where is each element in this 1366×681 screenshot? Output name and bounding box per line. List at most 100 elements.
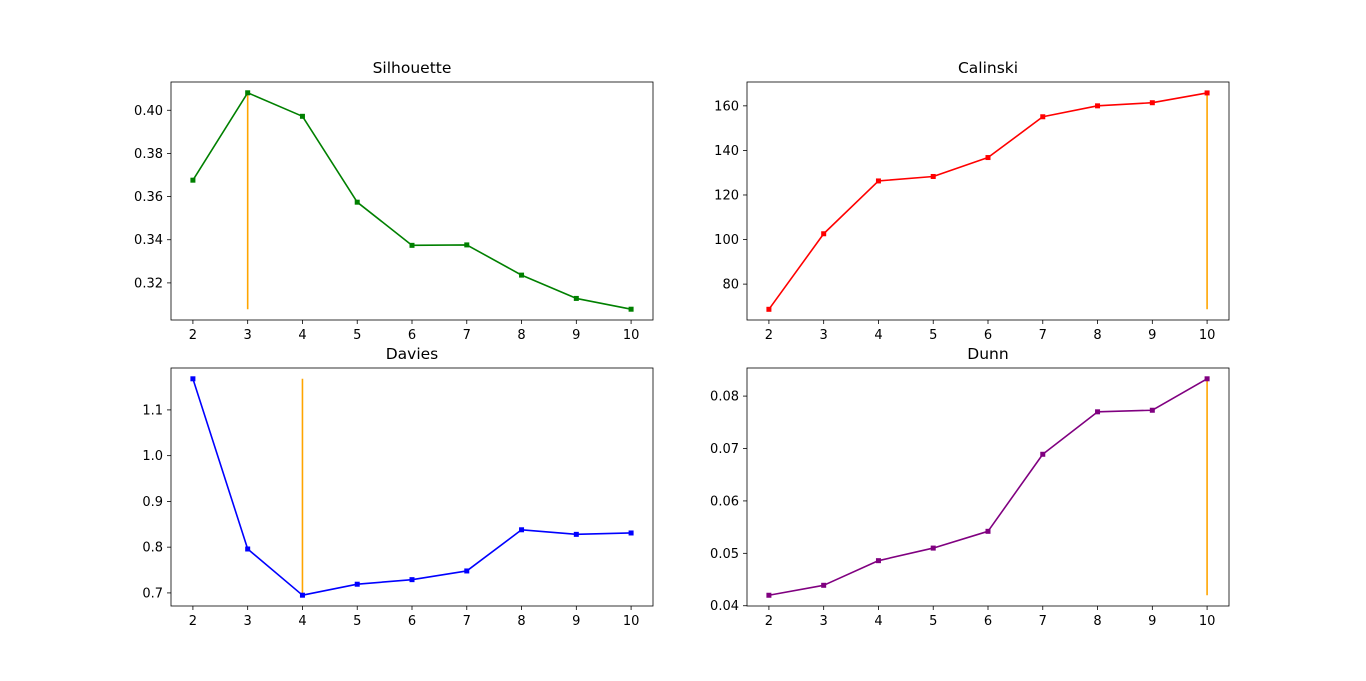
x-tick-label: 7 [463, 614, 471, 629]
axes-frame [170, 81, 654, 321]
x-tick-label: 8 [1093, 614, 1101, 629]
data-point [1149, 100, 1155, 106]
series-line [768, 92, 1208, 310]
chart-title: Calinski [958, 59, 1018, 77]
data-point [464, 242, 470, 248]
data-point [875, 558, 881, 564]
x-tick-label: 5 [353, 614, 361, 629]
x-tick-label: 5 [929, 614, 937, 629]
x-tick-label: 4 [874, 328, 882, 343]
data-point [930, 173, 936, 179]
x-tick-label: 3 [820, 328, 828, 343]
data-point [409, 242, 415, 248]
y-tick-label: 0.40 [134, 104, 163, 119]
x-tick-label: 3 [820, 614, 828, 629]
x-tick-label: 2 [189, 614, 197, 629]
data-point [1204, 376, 1210, 382]
y-tick-label: 0.32 [134, 276, 163, 291]
x-tick-label: 6 [408, 328, 416, 343]
y-tick-label: 80 [722, 278, 739, 293]
data-point [354, 199, 360, 205]
x-tick-label: 4 [298, 614, 306, 629]
y-tick-label: 120 [714, 188, 739, 203]
data-point [519, 527, 525, 533]
y-tick-label: 0.06 [710, 494, 739, 509]
data-point [1095, 103, 1101, 109]
chart-title: Silhouette [373, 59, 452, 77]
x-tick-label: 8 [517, 614, 525, 629]
data-point [1204, 90, 1210, 96]
x-tick-label: 3 [244, 614, 252, 629]
x-tick-label: 4 [874, 614, 882, 629]
y-tick-label: 0.9 [142, 495, 163, 510]
data-point [821, 231, 827, 237]
y-tick-label: 0.08 [710, 390, 739, 405]
data-point [190, 376, 196, 382]
y-tick-label: 0.05 [710, 547, 739, 562]
data-point [766, 306, 772, 312]
subplot-calinski: Calinski 2 3 4 5 6 7 8 9 10 80 100 120 140 160 [714, 59, 1230, 343]
x-tick-label: 9 [572, 328, 580, 343]
axes-frame [746, 367, 1230, 607]
subplot-davies: Davies 2 3 4 5 6 7 8 9 10 0.7 0.8 0.9 1.0 1.1 [142, 345, 654, 629]
y-tick-label: 0.04 [710, 599, 739, 614]
y-tick-label: 0.7 [142, 586, 163, 601]
x-tick-label: 10 [1199, 328, 1216, 343]
data-point [409, 577, 415, 583]
x-tick-label: 5 [353, 328, 361, 343]
data-point [1040, 114, 1046, 120]
x-tick-label: 2 [765, 614, 773, 629]
data-point [354, 581, 360, 587]
data-point [190, 177, 196, 183]
chart-title: Dunn [967, 345, 1008, 363]
data-point [573, 531, 579, 537]
data-point [930, 545, 936, 551]
data-point [985, 155, 991, 161]
x-tick-label: 2 [189, 328, 197, 343]
data-point [1149, 407, 1155, 413]
x-tick-label: 3 [244, 328, 252, 343]
y-tick-label: 1.1 [142, 403, 163, 418]
series-line [192, 91, 632, 310]
data-point [628, 306, 634, 312]
series-line [768, 378, 1208, 597]
x-tick-label: 4 [298, 328, 306, 343]
data-point [464, 568, 470, 574]
y-tick-label: 140 [714, 144, 739, 159]
series-line [192, 378, 632, 597]
x-tick-label: 7 [1039, 614, 1047, 629]
y-tick-label: 100 [714, 233, 739, 248]
data-point [299, 113, 305, 119]
x-tick-label: 7 [1039, 328, 1047, 343]
data-point [766, 592, 772, 598]
x-tick-label: 10 [623, 328, 640, 343]
y-tick-label: 0.34 [134, 233, 163, 248]
data-point [985, 528, 991, 534]
data-point [519, 272, 525, 278]
y-tick-label: 0.38 [134, 147, 163, 162]
x-tick-label: 10 [623, 614, 640, 629]
data-point [299, 592, 305, 598]
y-tick-label: 0.36 [134, 190, 163, 205]
x-tick-label: 8 [1093, 328, 1101, 343]
x-tick-label: 2 [765, 328, 773, 343]
y-tick-label: 1.0 [142, 449, 163, 464]
x-tick-label: 6 [984, 328, 992, 343]
subplot-dunn: Dunn 2 3 4 5 6 7 8 9 10 0.04 0.05 0.06 0.07 0.08 [710, 345, 1230, 629]
data-point [1095, 409, 1101, 415]
data-point [875, 178, 881, 184]
y-tick-label: 0.8 [142, 541, 163, 556]
data-point [821, 582, 827, 588]
data-point [245, 90, 251, 96]
data-point [573, 295, 579, 301]
x-tick-label: 6 [984, 614, 992, 629]
y-tick-label: 160 [714, 99, 739, 114]
axes-frame [170, 367, 654, 607]
data-point [628, 530, 634, 536]
x-tick-label: 9 [572, 614, 580, 629]
x-tick-label: 8 [517, 328, 525, 343]
axes-frame [746, 81, 1230, 321]
x-tick-label: 5 [929, 328, 937, 343]
x-tick-label: 10 [1199, 614, 1216, 629]
